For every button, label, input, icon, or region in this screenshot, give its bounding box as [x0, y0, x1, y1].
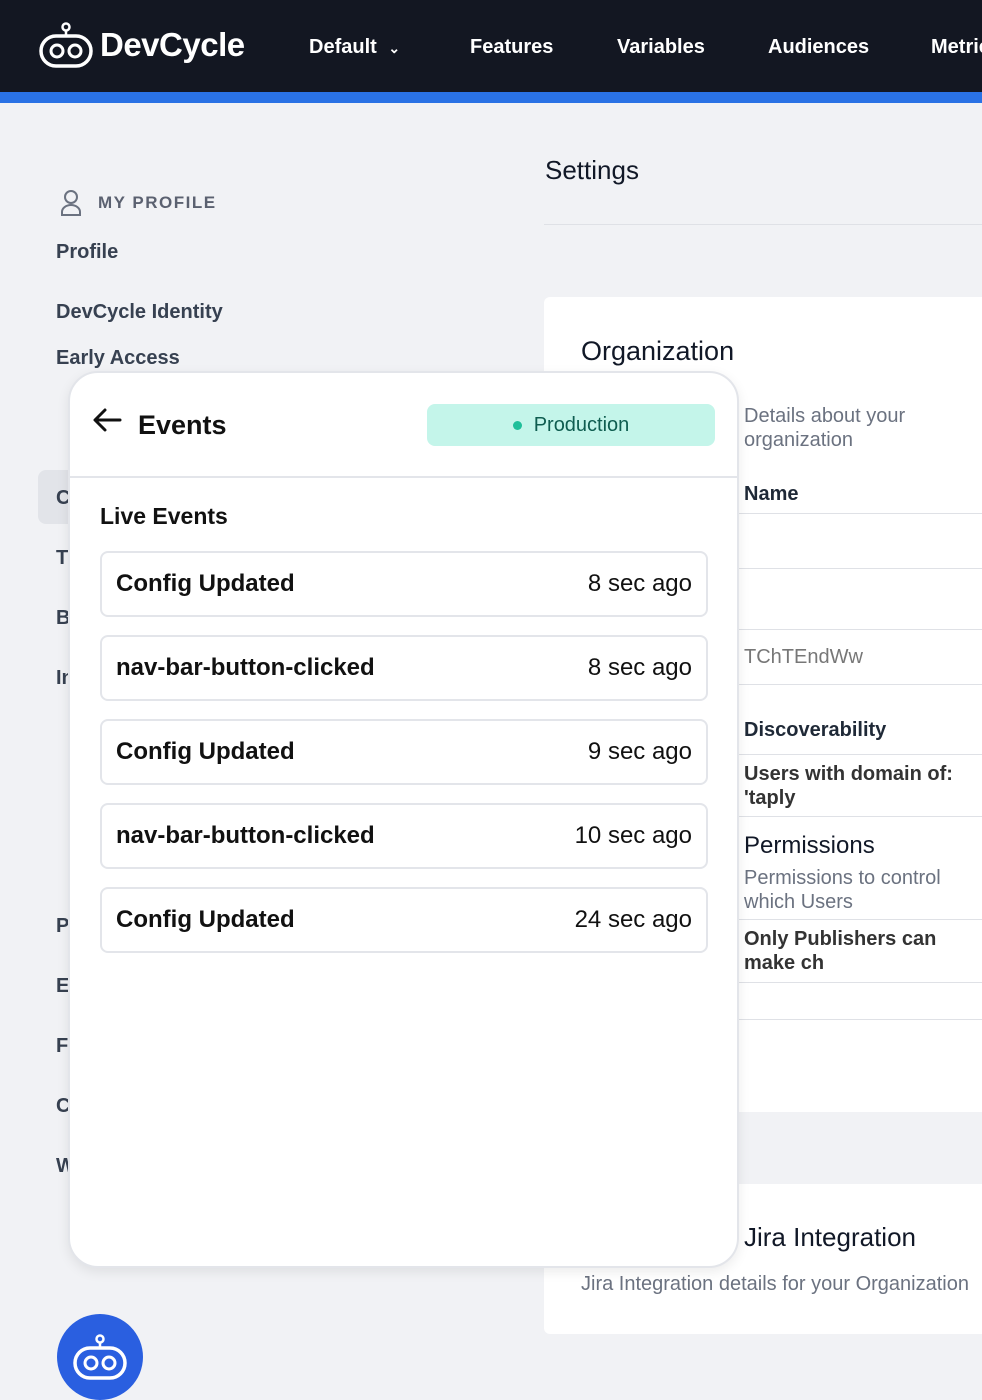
sidebar-item[interactable]: T	[56, 547, 69, 569]
event-name: Config Updated	[116, 570, 295, 597]
divider	[581, 684, 982, 685]
divider	[544, 224, 982, 225]
divider	[581, 982, 982, 983]
event-item[interactable]: Config Updated 24 sec ago	[100, 887, 708, 953]
nav-metrics[interactable]: Metrics	[931, 36, 982, 58]
event-time: 10 sec ago	[574, 822, 692, 849]
divider	[581, 513, 982, 514]
event-time: 24 sec ago	[574, 906, 692, 933]
events-header: Events Production	[70, 373, 737, 478]
sidebar-item-profile[interactable]: Profile	[56, 241, 119, 263]
top-nav: DevCycle Default ⌄ Features Variables Au…	[0, 0, 982, 92]
sidebar-item[interactable]: B	[56, 607, 71, 629]
devcycle-robot-icon	[73, 1334, 127, 1380]
back-arrow-icon[interactable]	[92, 407, 122, 433]
live-events-heading: Live Events	[100, 503, 228, 529]
nav-variables[interactable]: Variables	[617, 36, 705, 58]
organization-title: Organization	[581, 336, 735, 366]
events-popup: Events Production Live Events Config Upd…	[68, 371, 739, 1268]
devcycle-robot-icon	[39, 22, 93, 68]
sidebar-item[interactable]: C	[56, 487, 71, 509]
divider	[581, 1019, 982, 1020]
event-item[interactable]: nav-bar-button-clicked 8 sec ago	[100, 635, 708, 701]
project-dropdown[interactable]: Default ⌄	[309, 36, 400, 59]
devcycle-logo[interactable]: DevCycle	[38, 22, 245, 68]
sidebar-item[interactable]: F	[56, 1035, 69, 1057]
environment-label: Production	[533, 413, 630, 436]
event-time: 8 sec ago	[587, 654, 692, 681]
event-time: 8 sec ago	[587, 570, 692, 597]
sidebar-item[interactable]: P	[56, 915, 70, 937]
event-time: 9 sec ago	[587, 738, 692, 765]
sidebar-item-early-access[interactable]: Early Access	[56, 347, 180, 369]
divider	[581, 568, 982, 569]
divider	[581, 754, 982, 755]
permissions-title: Permissions	[744, 832, 875, 859]
nav-features[interactable]: Features	[470, 36, 554, 58]
name-label: Name	[744, 483, 799, 505]
event-item[interactable]: Config Updated 9 sec ago	[100, 719, 708, 785]
status-dot-icon	[512, 420, 522, 430]
client-id-value: TChTEndWw	[744, 646, 863, 668]
permissions-description: Permissions to control which Users	[744, 867, 941, 913]
devcycle-assistant-button[interactable]	[57, 1314, 143, 1400]
divider	[581, 816, 982, 817]
jira-title: Jira Integration	[744, 1222, 916, 1252]
event-item[interactable]: nav-bar-button-clicked 10 sec ago	[100, 803, 708, 869]
accent-bar	[0, 92, 982, 103]
user-icon	[61, 190, 81, 216]
project-label: Default	[309, 36, 377, 58]
sidebar-item[interactable]: E	[56, 975, 70, 997]
sidebar-item-devcycle-identity[interactable]: DevCycle Identity	[56, 301, 223, 323]
divider	[581, 919, 982, 920]
organization-description: Details about your organization	[744, 405, 906, 451]
chevron-down-icon: ⌄	[388, 40, 401, 56]
event-name: Config Updated	[116, 906, 295, 933]
discoverability-select[interactable]: Users with domain of: 'taply	[744, 763, 953, 809]
page-title: Settings	[545, 155, 639, 185]
brand-name: DevCycle	[100, 26, 245, 63]
divider	[581, 629, 982, 630]
discoverability-label: Discoverability	[744, 719, 887, 741]
sidebar-section-my-profile: MY PROFILE	[98, 193, 217, 212]
permissions-select[interactable]: Only Publishers can make ch	[744, 928, 937, 974]
nav-audiences[interactable]: Audiences	[768, 36, 870, 58]
event-name: Config Updated	[116, 738, 295, 765]
event-name: nav-bar-button-clicked	[116, 654, 375, 681]
event-name: nav-bar-button-clicked	[116, 822, 375, 849]
events-title: Events	[138, 410, 227, 440]
jira-description: Jira Integration details for your Organi…	[581, 1273, 969, 1295]
event-item[interactable]: Config Updated 8 sec ago	[100, 551, 708, 617]
sidebar-item[interactable]: C	[56, 1095, 71, 1117]
environment-badge[interactable]: Production	[427, 404, 715, 446]
